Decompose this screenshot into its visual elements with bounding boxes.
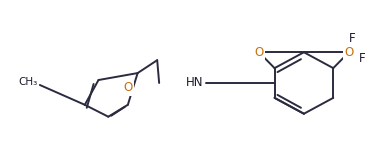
Text: O: O xyxy=(344,46,354,59)
Text: F: F xyxy=(359,52,365,65)
Text: F: F xyxy=(349,32,355,45)
Text: CH₃: CH₃ xyxy=(18,77,38,87)
Text: HN: HN xyxy=(186,76,203,90)
Text: O: O xyxy=(123,82,132,94)
Text: O: O xyxy=(254,46,264,59)
